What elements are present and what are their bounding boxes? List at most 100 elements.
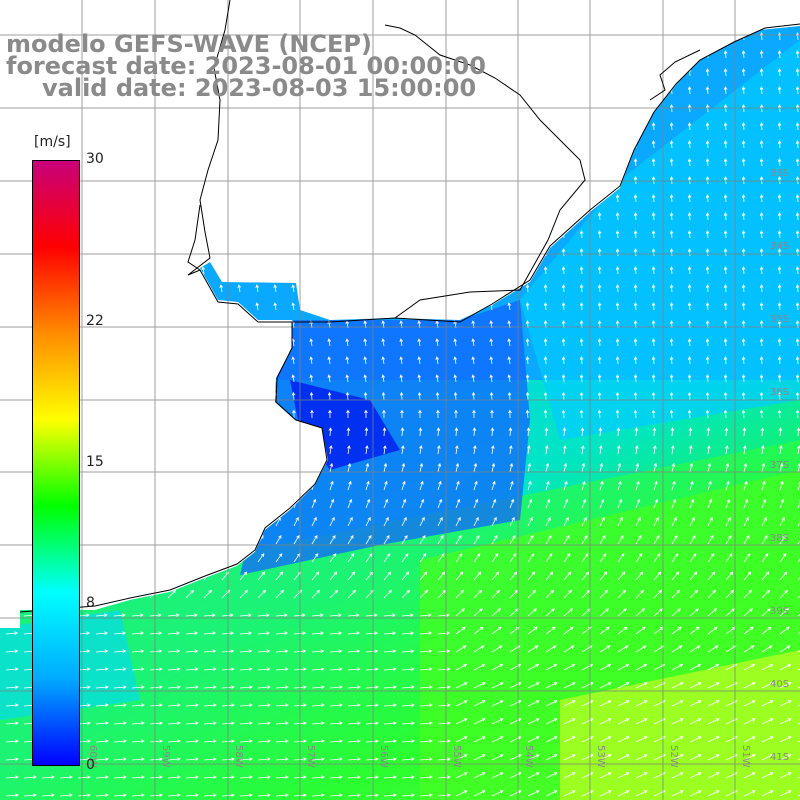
wind-arrow <box>777 266 782 275</box>
wind-arrow <box>615 266 620 275</box>
wind-arrow <box>779 664 792 671</box>
wind-arrow <box>741 68 746 77</box>
wind-arrow <box>383 516 389 527</box>
wind-arrow <box>633 230 638 239</box>
wind-arrow <box>669 338 674 347</box>
wind-arrow <box>525 391 530 401</box>
wind-arrow <box>651 194 656 203</box>
wind-arrow <box>437 649 451 654</box>
wind-arrow <box>599 445 603 455</box>
wind-arrow <box>671 553 679 563</box>
wind-arrow <box>311 649 325 654</box>
wind-arrow <box>419 775 433 779</box>
wind-arrow <box>795 86 800 95</box>
wind-arrow <box>581 445 585 455</box>
wind-arrow <box>795 338 800 347</box>
wind-arrow <box>329 721 343 725</box>
wind-arrow <box>633 212 638 221</box>
wind-arrow <box>705 409 710 419</box>
wind-arrow <box>795 122 800 131</box>
wind-arrow <box>257 703 271 707</box>
wind-arrow <box>489 338 494 347</box>
wind-arrow <box>131 613 144 618</box>
wind-arrow <box>761 626 772 635</box>
wind-arrow <box>383 649 397 654</box>
wind-arrow <box>77 703 91 707</box>
wind-arrow <box>760 427 765 437</box>
wind-arrow <box>437 498 443 509</box>
wind-arrow <box>743 718 756 725</box>
wind-arrow <box>239 631 253 636</box>
wind-arrow <box>670 427 675 437</box>
wind-arrow <box>689 462 694 473</box>
wind-arrow <box>671 682 684 689</box>
wind-arrow <box>437 667 451 671</box>
wind-arrow <box>311 589 321 599</box>
wind-arrow <box>761 718 774 725</box>
wind-arrow <box>527 571 536 581</box>
wind-arrow <box>651 212 656 221</box>
wind-arrow <box>579 284 584 293</box>
wind-arrow <box>113 721 127 725</box>
wind-arrow <box>579 248 584 257</box>
wind-arrow <box>471 374 476 383</box>
wind-arrow <box>777 374 782 383</box>
wind-arrow <box>454 409 458 419</box>
wind-arrow <box>473 498 479 509</box>
wind-arrow <box>635 445 639 455</box>
wind-arrow <box>292 409 296 419</box>
wind-arrow <box>796 427 800 437</box>
wind-arrow <box>617 645 629 653</box>
wind-arrow <box>327 356 332 365</box>
wind-arrow <box>795 158 800 167</box>
wind-arrow <box>795 212 800 221</box>
wind-arrow <box>743 772 756 779</box>
wind-arrow <box>579 409 584 419</box>
wind-arrow <box>239 613 252 618</box>
wind-arrow <box>725 553 733 563</box>
wind-arrow <box>131 703 145 707</box>
wind-arrow <box>741 248 746 257</box>
wind-arrow <box>329 649 343 654</box>
latitude-labels: 33S 34S 35S 36S 37S 38S 39S 40S 41S <box>770 168 789 763</box>
wind-arrow <box>509 445 513 455</box>
wind-arrow <box>563 645 575 653</box>
longitude-label: 59W <box>160 745 171 768</box>
wind-arrow <box>723 409 728 419</box>
wind-arrow <box>293 613 306 618</box>
wind-arrow <box>41 775 55 779</box>
wind-arrow <box>149 685 163 689</box>
wind-arrow <box>41 793 55 797</box>
wind-arrow <box>599 480 604 491</box>
wind-arrow <box>543 391 548 401</box>
wind-arrow <box>167 631 181 636</box>
wind-arrow <box>365 685 379 689</box>
wind-arrow <box>95 721 109 725</box>
wind-arrow <box>795 266 800 275</box>
wind-arrow <box>455 534 462 545</box>
wind-arrow <box>705 266 710 275</box>
wind-arrow <box>761 664 774 671</box>
wind-arrow <box>185 703 199 707</box>
wind-arrow <box>687 338 692 347</box>
wind-arrow <box>455 498 461 509</box>
wind-arrow <box>437 516 443 527</box>
wind-arrow <box>113 667 127 671</box>
wind-arrow <box>275 649 289 654</box>
wind-arrow <box>615 356 620 365</box>
wind-arrow <box>328 427 333 437</box>
wind-arrow <box>545 480 550 491</box>
wind-arrow <box>579 266 584 275</box>
wind-arrow <box>365 631 379 636</box>
wind-arrow <box>131 685 145 689</box>
wind-arrow <box>311 613 324 618</box>
wind-arrow <box>777 50 782 59</box>
wind-arrow <box>581 553 589 563</box>
wind-arrow <box>707 608 717 617</box>
wind-arrow <box>95 667 109 671</box>
wind-arrow <box>653 445 657 455</box>
wind-arrow <box>689 498 695 509</box>
wind-arrow <box>779 682 792 689</box>
wind-arrow <box>633 338 638 347</box>
wind-arrow <box>743 645 755 653</box>
